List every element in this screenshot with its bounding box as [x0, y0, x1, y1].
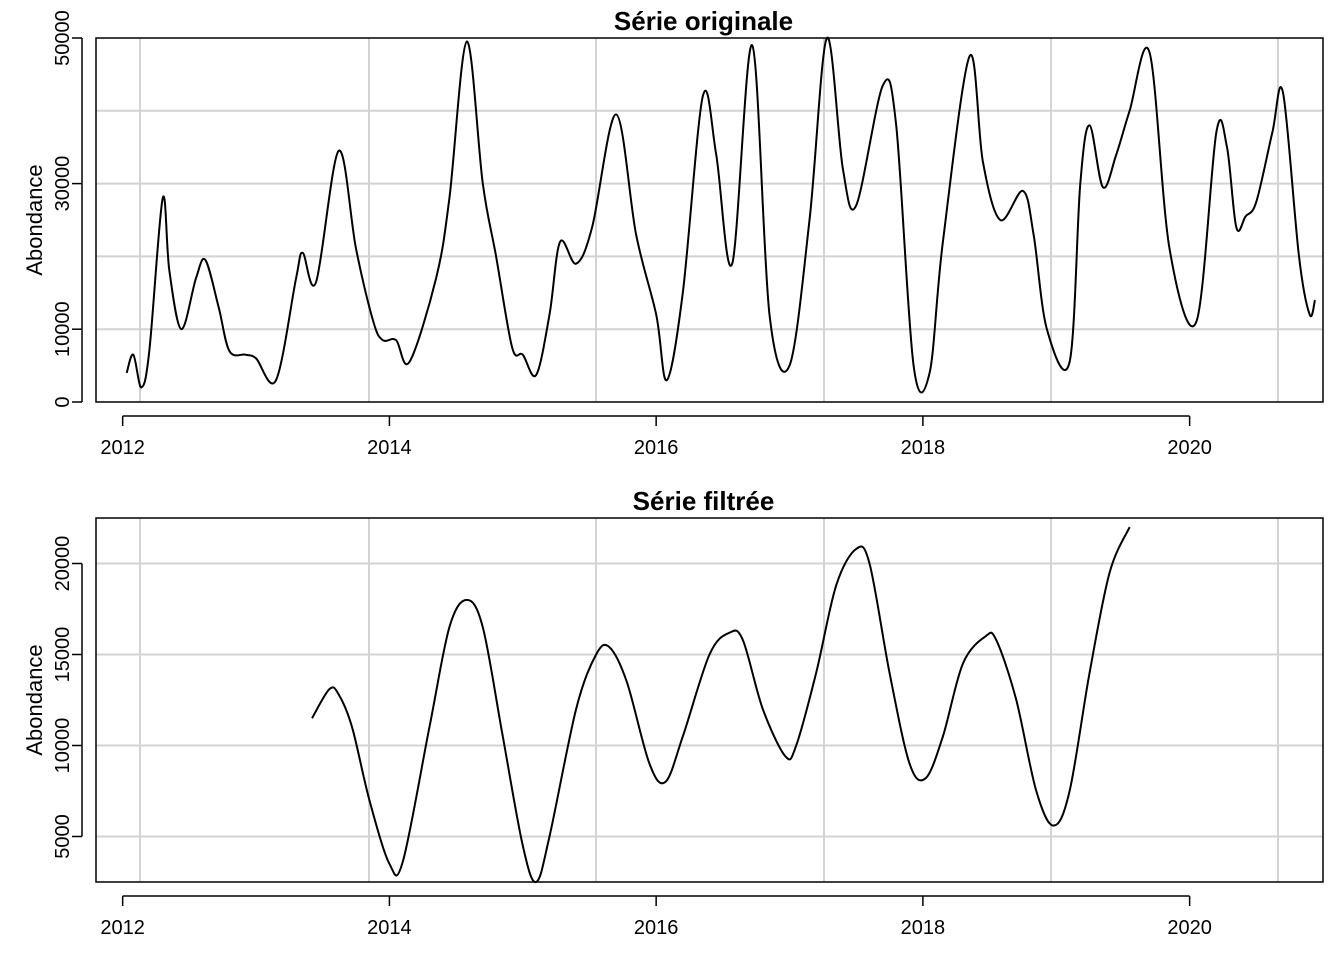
x-tick-label: 2018 [901, 917, 946, 939]
x-tick-label: 2016 [634, 437, 679, 459]
x-tick-label: 2020 [1167, 917, 1212, 939]
chart-title: Série originale [614, 6, 793, 36]
x-tick-label: 2012 [100, 917, 145, 939]
chart-title: Série filtrée [633, 486, 775, 516]
y-axis-label: Abondance [22, 164, 47, 275]
x-tick-label: 2012 [100, 437, 145, 459]
y-tick-label: 10000 [52, 718, 74, 774]
y-tick-label: 20000 [52, 536, 74, 592]
x-tick-label: 2014 [367, 437, 412, 459]
series-line [125, 36, 1316, 394]
series-line [311, 526, 1131, 884]
panel-serie-filtree: Série filtrée Abondance 5000 10000 15000 2000… [22, 486, 1324, 939]
x-tick-label: 2018 [901, 437, 946, 459]
plot-frame [95, 37, 1324, 403]
y-tick-label: 10000 [52, 301, 74, 357]
grid [96, 38, 1323, 402]
panel-serie-originale: Série originale Abondance 0 10000 30000 50000… [22, 6, 1324, 459]
y-tick-label: 0 [52, 396, 74, 407]
grid [96, 518, 1323, 882]
x-tick-label: 2014 [367, 917, 412, 939]
y-tick-label: 5000 [52, 814, 74, 859]
y-axis-label: Abondance [22, 644, 47, 755]
x-tick-label: 2020 [1167, 437, 1212, 459]
y-tick-label: 50000 [52, 10, 74, 66]
y-tick-label: 30000 [52, 156, 74, 212]
plot-frame [95, 517, 1324, 883]
y-tick-label: 15000 [52, 627, 74, 683]
x-tick-label: 2016 [634, 917, 679, 939]
